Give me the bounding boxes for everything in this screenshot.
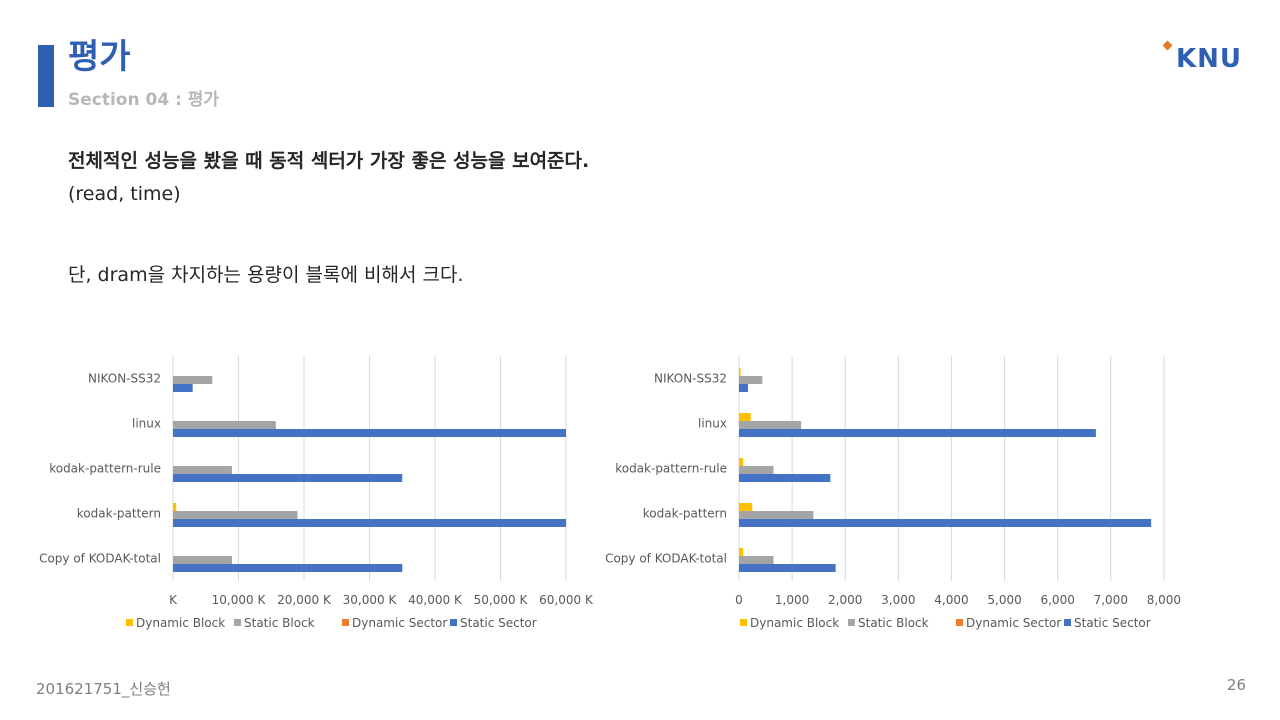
bar-static-block bbox=[739, 376, 763, 384]
legend-swatch bbox=[848, 619, 855, 626]
x-tick-label: K bbox=[169, 593, 178, 607]
bar-static-block bbox=[173, 376, 213, 384]
x-tick-label: 6,000 bbox=[1040, 593, 1074, 607]
category-label: NIKON-SS32 bbox=[88, 372, 161, 386]
category-label: kodak-pattern bbox=[643, 507, 727, 521]
bar-static-sector bbox=[739, 384, 749, 392]
category-label: kodak-pattern-rule bbox=[49, 462, 161, 476]
bar-dynamic-block bbox=[739, 413, 751, 421]
bar-dynamic-block bbox=[739, 503, 753, 511]
logo-text: KNU bbox=[1176, 44, 1243, 74]
summary-condition: (read, time) bbox=[68, 183, 181, 205]
category-label: linux bbox=[698, 417, 727, 431]
caveat-line: 단, dram을 차지하는 용량이 블록에 비해서 크다. bbox=[68, 264, 464, 286]
x-tick-label: 50,000 K bbox=[474, 593, 529, 607]
x-tick-label: 40,000 K bbox=[408, 593, 463, 607]
x-tick-label: 7,000 bbox=[1094, 593, 1128, 607]
bar-static-sector bbox=[173, 384, 193, 392]
bar-static-block bbox=[739, 511, 814, 519]
knu-logo: KNU bbox=[1162, 40, 1250, 76]
legend-label: Static Block bbox=[244, 616, 315, 630]
bar-dynamic-block bbox=[173, 503, 177, 511]
category-label: kodak-pattern bbox=[77, 507, 161, 521]
page-number: 26 bbox=[1226, 676, 1246, 694]
chart-right: 0 1,000 2,000 3,000 4,000 5,000 6,000 7,000 8,00… bbox=[600, 345, 1190, 645]
category-label: linux bbox=[132, 417, 161, 431]
legend-label: Static Block bbox=[858, 616, 929, 630]
legend-label: Dynamic Block bbox=[750, 616, 839, 630]
category-label: Copy of KODAK-total bbox=[605, 552, 727, 566]
bar-static-block bbox=[739, 466, 774, 474]
legend-swatch bbox=[956, 619, 963, 626]
logo-dot-icon bbox=[1162, 40, 1173, 51]
legend-swatch bbox=[126, 619, 133, 626]
legend-label: Static Sector bbox=[1074, 616, 1151, 630]
legend-label: Dynamic Sector bbox=[966, 616, 1061, 630]
x-tick-label: 1,000 bbox=[775, 593, 809, 607]
chart-left: K 10,000 K 20,000 K 30,000 K 40,000 K 50,000 … bbox=[30, 345, 620, 645]
bar-static-sector bbox=[173, 564, 403, 572]
legend-swatch bbox=[234, 619, 241, 626]
title-accent-bar bbox=[38, 45, 54, 107]
legend-label: Dynamic Sector bbox=[352, 616, 447, 630]
bar-static-block bbox=[173, 556, 232, 564]
bar-dynamic-block bbox=[739, 548, 744, 556]
bar-static-sector bbox=[739, 564, 836, 572]
x-tick-label: 10,000 K bbox=[212, 593, 267, 607]
x-tick-label: 8,000 bbox=[1147, 593, 1181, 607]
x-tick-label: 0 bbox=[735, 593, 743, 607]
legend-swatch bbox=[450, 619, 457, 626]
bar-static-sector bbox=[739, 474, 831, 482]
legend-swatch bbox=[342, 619, 349, 626]
x-tick-label: 30,000 K bbox=[343, 593, 398, 607]
bar-static-sector bbox=[739, 429, 1096, 437]
page-title: 평가 bbox=[68, 37, 131, 77]
bar-static-block bbox=[173, 421, 276, 429]
bar-static-block bbox=[739, 421, 802, 429]
x-tick-label: 20,000 K bbox=[277, 593, 332, 607]
section-subtitle: Section 04 : 평가 bbox=[68, 90, 220, 110]
category-label: kodak-pattern-rule bbox=[615, 462, 727, 476]
summary-line: 전체적인 성능을 봤을 때 동적 섹터가 가장 좋은 성능을 보여준다. bbox=[68, 150, 590, 172]
bar-static-block bbox=[173, 466, 232, 474]
legend-label: Dynamic Block bbox=[136, 616, 225, 630]
author-label: 201621751_신승헌 bbox=[36, 680, 171, 698]
legend-swatch bbox=[740, 619, 747, 626]
bar-static-block bbox=[739, 556, 774, 564]
chart-left-svg: K 10,000 K 20,000 K 30,000 K 40,000 K 50,000 … bbox=[39, 356, 594, 630]
legend-swatch bbox=[1064, 619, 1071, 626]
bar-static-sector bbox=[739, 519, 1152, 527]
category-label: Copy of KODAK-total bbox=[39, 552, 161, 566]
bar-static-block bbox=[173, 511, 298, 519]
x-tick-label: 3,000 bbox=[881, 593, 915, 607]
chart-right-svg: 0 1,000 2,000 3,000 4,000 5,000 6,000 7,000 8,00… bbox=[605, 356, 1181, 630]
bar-static-sector bbox=[173, 429, 566, 437]
x-tick-label: 2,000 bbox=[828, 593, 862, 607]
bar-static-sector bbox=[173, 474, 403, 482]
x-tick-label: 60,000 K bbox=[539, 593, 594, 607]
x-tick-label: 4,000 bbox=[934, 593, 968, 607]
x-tick-label: 5,000 bbox=[987, 593, 1021, 607]
bar-dynamic-block bbox=[739, 458, 744, 466]
bar-static-sector bbox=[173, 519, 566, 527]
category-label: NIKON-SS32 bbox=[654, 372, 727, 386]
bar-dynamic-block bbox=[739, 368, 741, 376]
legend-label: Static Sector bbox=[460, 616, 537, 630]
